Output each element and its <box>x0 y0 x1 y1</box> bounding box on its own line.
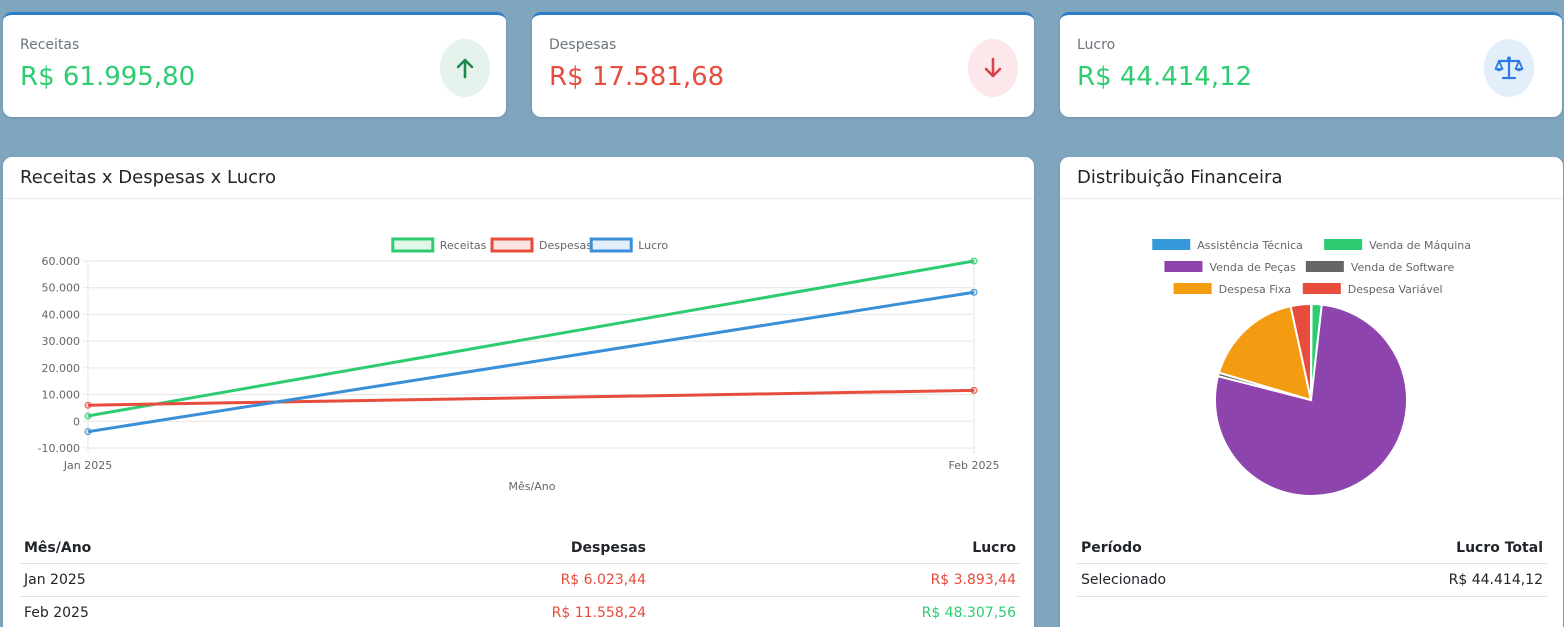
despesas-label: Despesas <box>549 37 617 53</box>
cell-lucro: R$ 3.893,44 <box>650 563 1020 597</box>
legend-label: Receitas <box>440 239 487 252</box>
series-line <box>87 388 975 407</box>
col-lucro: Lucro <box>650 533 1020 564</box>
line-chart-panel: Receitas x Despesas x Lucro Receitas Desp… <box>3 157 1034 627</box>
legend-swatch <box>589 237 633 253</box>
cell-month: Jan 2025 <box>20 563 350 597</box>
arrow-down-icon <box>968 39 1018 97</box>
cell-despesas: R$ 6.023,44 <box>350 563 650 597</box>
legend-swatch <box>1173 283 1212 294</box>
legend-label: Venda de Software <box>1351 261 1455 274</box>
x-tick-label: Feb 2025 <box>949 459 1000 472</box>
pie-slice <box>1217 304 1313 402</box>
legend-swatch <box>391 237 435 253</box>
receitas-label: Receitas <box>20 37 80 53</box>
cell-lucro-total: R$ 44.414,12 <box>1300 563 1547 597</box>
data-point <box>84 412 92 420</box>
x-axis-label: Mês/Ano <box>509 480 556 493</box>
data-point <box>84 401 92 409</box>
pie-chart: Assistência Técnica Venda de Máquina Venda… <box>1152 239 1471 497</box>
table-row: Jan 2025 R$ 6.023,44 R$ 3.893,44 <box>20 563 1020 597</box>
pie-chart-panel: Distribuição Financeira Assistência Técn… <box>1060 157 1563 627</box>
legend-label: Venda de Peças <box>1209 261 1296 274</box>
series-line <box>87 290 975 434</box>
legend-label: Assistência Técnica <box>1197 239 1303 252</box>
table-row: Feb 2025 R$ 11.558,24 R$ 48.307,56 <box>20 596 1020 627</box>
legend-label: Despesas <box>539 239 592 252</box>
col-lucro-total: Lucro Total <box>1300 533 1547 564</box>
y-tick-label: 50.000 <box>42 282 81 295</box>
col-despesas: Despesas <box>350 533 650 564</box>
pie-chart-title: Distribuição Financeira <box>1077 167 1283 188</box>
legend-swatch <box>1305 261 1344 272</box>
table-header-row: Mês/Ano Despesas Lucro <box>20 533 1020 564</box>
data-point <box>970 288 978 296</box>
legend-label: Despesa Fixa <box>1219 283 1292 296</box>
panel-divider <box>1060 198 1563 199</box>
legend-label: Despesa Variável <box>1348 283 1443 296</box>
y-tick-label: 60.000 <box>42 255 81 268</box>
panel-divider <box>3 198 1034 199</box>
data-point <box>970 386 978 394</box>
legend-swatch <box>1324 239 1363 250</box>
cell-lucro: R$ 48.307,56 <box>650 596 1020 627</box>
y-tick-label: 30.000 <box>42 335 81 348</box>
table-row: Selecionado R$ 44.414,12 <box>1077 563 1547 597</box>
data-point <box>970 257 978 265</box>
period-table: Período Lucro Total Selecionado R$ 44.41… <box>1077 533 1547 597</box>
series-line <box>87 259 975 418</box>
receitas-card: Receitas R$ 61.995,80 <box>3 12 506 117</box>
legend-swatch <box>1152 239 1191 250</box>
legend-swatch <box>1302 283 1341 294</box>
legend-label: Lucro <box>638 239 668 252</box>
y-tick-label: -10.000 <box>38 442 80 455</box>
data-point <box>84 428 92 436</box>
cell-periodo: Selecionado <box>1077 563 1301 597</box>
lucro-label: Lucro <box>1077 37 1116 53</box>
line-chart: Receitas Despesas Lucro 60.000 50.000 40.000… <box>38 237 1000 493</box>
arrow-up-icon <box>440 39 490 97</box>
col-mes-ano: Mês/Ano <box>20 533 350 564</box>
despesas-value: R$ 17.581,68 <box>549 62 725 92</box>
lucro-value: R$ 44.414,12 <box>1077 62 1253 92</box>
y-tick-label: 0 <box>73 415 80 428</box>
col-periodo: Período <box>1077 533 1301 564</box>
table-header-row: Período Lucro Total <box>1077 533 1547 564</box>
legend-swatch <box>1164 261 1203 272</box>
line-chart-title: Receitas x Despesas x Lucro <box>20 167 277 188</box>
legend-label: Venda de Máquina <box>1369 239 1471 252</box>
monthly-table: Mês/Ano Despesas Lucro Jan 2025 R$ 6.023… <box>20 533 1020 627</box>
y-tick-label: 40.000 <box>42 308 81 321</box>
cell-despesas: R$ 11.558,24 <box>350 596 650 627</box>
y-tick-label: 20.000 <box>42 362 81 375</box>
receitas-value: R$ 61.995,80 <box>20 62 196 92</box>
scale-icon <box>1484 39 1534 97</box>
legend-swatch <box>490 237 534 253</box>
pie-slice <box>1289 302 1312 401</box>
y-tick-label: 10.000 <box>42 389 81 402</box>
despesas-card: Despesas R$ 17.581,68 <box>532 12 1034 117</box>
cell-month: Feb 2025 <box>20 596 350 627</box>
lucro-card: Lucro R$ 44.414,12 <box>1060 12 1562 117</box>
x-tick-label: Jan 2025 <box>63 459 112 472</box>
